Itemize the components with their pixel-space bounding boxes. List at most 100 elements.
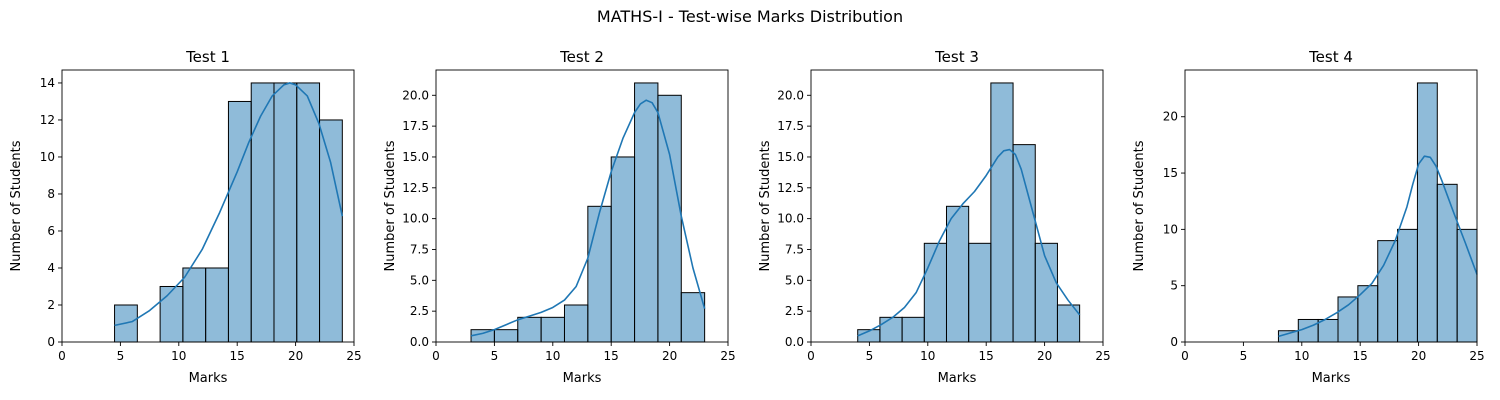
axes-frame	[435, 69, 729, 343]
histogram-bar	[990, 82, 1014, 343]
y-tick-label: 0.0	[410, 335, 429, 349]
kde-curve	[470, 99, 706, 337]
x-tick-label: 5	[117, 349, 125, 363]
y-tick-label: 12.5	[402, 181, 429, 195]
subplot-title: Test 3	[934, 48, 979, 66]
x-tick-label: 10	[920, 349, 935, 363]
histogram-bar	[227, 100, 252, 343]
histogram-bars	[1277, 82, 1478, 343]
histogram-bar	[319, 119, 343, 343]
y-tick-label: 20.0	[402, 88, 429, 102]
y-axis-label: Number of Students	[383, 140, 398, 271]
x-tick-label: 25	[1469, 349, 1484, 363]
x-tick-label: 5	[1240, 349, 1248, 363]
subplots: Test 1 0 5 10 15 20 25 0 2 4 6 8 10 12 14 Marks Number o…	[9, 48, 1485, 386]
histogram-bar	[634, 82, 659, 343]
x-tick-label: 20	[288, 349, 303, 363]
subplot-title: Test 1	[185, 48, 230, 66]
histogram-bar	[1297, 318, 1319, 343]
y-tick-label: 5.0	[785, 273, 804, 287]
kde-curve	[1278, 155, 1478, 338]
histogram-bar	[205, 267, 229, 343]
y-axis-label: Number of Students	[758, 140, 773, 271]
histogram-bar	[517, 316, 542, 343]
axes-frame	[61, 69, 355, 343]
y-tick-label: 10.0	[777, 212, 804, 226]
histogram-bar	[945, 205, 970, 343]
x-axis-label: Marks	[189, 371, 228, 386]
histogram-bar	[1277, 330, 1299, 343]
y-tick-label: 7.5	[410, 242, 429, 256]
y-tick-label: 6	[47, 224, 55, 238]
y-tick-label: 20.0	[777, 88, 804, 102]
x-tick-label: 5	[866, 349, 874, 363]
x-tick-label: 15	[604, 349, 619, 363]
x-tick-label: 10	[1294, 349, 1309, 363]
y-tick-label: 12	[40, 113, 55, 127]
y-tick-label: 20	[1163, 110, 1178, 124]
histogram-bar	[1397, 228, 1418, 343]
y-tick-label: 15.0	[777, 150, 804, 164]
histogram-bar	[250, 82, 275, 343]
y-tick-label: 10.0	[402, 212, 429, 226]
histogram-bars	[857, 82, 1081, 343]
y-axis-label: Number of Students	[1132, 140, 1147, 271]
x-tick-label: 20	[1411, 349, 1426, 363]
histogram-bar	[680, 292, 706, 343]
y-tick-label: 2.5	[785, 304, 804, 318]
axes-frame	[1184, 69, 1478, 343]
y-tick-label: 0	[47, 335, 55, 349]
subplot-title: Test 2	[559, 48, 604, 66]
y-tick-label: 0	[1170, 335, 1178, 349]
histogram-bar	[493, 329, 519, 343]
kde-curve	[114, 82, 344, 327]
histogram-bars	[114, 82, 343, 343]
x-axis-label: Marks	[1312, 371, 1351, 386]
x-tick-label: 25	[720, 349, 735, 363]
histogram-bar	[182, 267, 207, 343]
x-tick-label: 15	[1353, 349, 1368, 363]
histogram-bar	[1337, 296, 1359, 343]
histogram-bar	[968, 242, 992, 343]
x-tick-label: 0	[58, 349, 66, 363]
x-axis-label: Marks	[563, 371, 602, 386]
x-tick-label: 0	[432, 349, 440, 363]
x-tick-label: 10	[171, 349, 186, 363]
x-tick-label: 10	[545, 349, 560, 363]
y-tick-label: 17.5	[777, 119, 804, 133]
y-tick-label: 2	[47, 298, 55, 312]
histogram-bar	[901, 316, 925, 343]
y-tick-label: 15.0	[402, 150, 429, 164]
x-tick-label: 0	[807, 349, 815, 363]
subplot-test-1: Test 1 0 5 10 15 20 25 0 2 4 6 8 10 12 14 Marks Number o…	[9, 48, 362, 386]
x-tick-label: 5	[491, 349, 499, 363]
y-tick-label: 14	[40, 76, 55, 90]
x-tick-label: 25	[1095, 349, 1110, 363]
histogram-bar	[610, 156, 636, 343]
histogram-bar	[657, 94, 682, 343]
kde-curve	[857, 148, 1081, 337]
x-tick-label: 20	[662, 349, 677, 363]
x-axis-label: Marks	[938, 371, 977, 386]
histogram-bar	[1012, 144, 1036, 343]
x-tick-label: 0	[1181, 349, 1189, 363]
x-tick-label: 20	[1037, 349, 1052, 363]
y-tick-label: 0.0	[785, 335, 804, 349]
y-tick-label: 15	[1163, 166, 1178, 180]
y-tick-label: 2.5	[410, 304, 429, 318]
x-tick-label: 15	[979, 349, 994, 363]
histogram-bar	[540, 316, 565, 343]
histogram-bar	[159, 285, 184, 343]
histogram-bar	[1317, 318, 1339, 343]
histogram-bar	[563, 304, 589, 343]
x-tick-label: 25	[346, 349, 361, 363]
histogram-bars	[470, 82, 706, 343]
y-tick-label: 7.5	[785, 242, 804, 256]
y-tick-label: 4	[47, 261, 55, 275]
histogram-bar	[879, 316, 903, 343]
histogram-bar	[1436, 183, 1458, 343]
y-axis-label: Number of Students	[9, 140, 24, 271]
y-tick-label: 12.5	[777, 181, 804, 195]
y-tick-label: 5.0	[410, 273, 429, 287]
